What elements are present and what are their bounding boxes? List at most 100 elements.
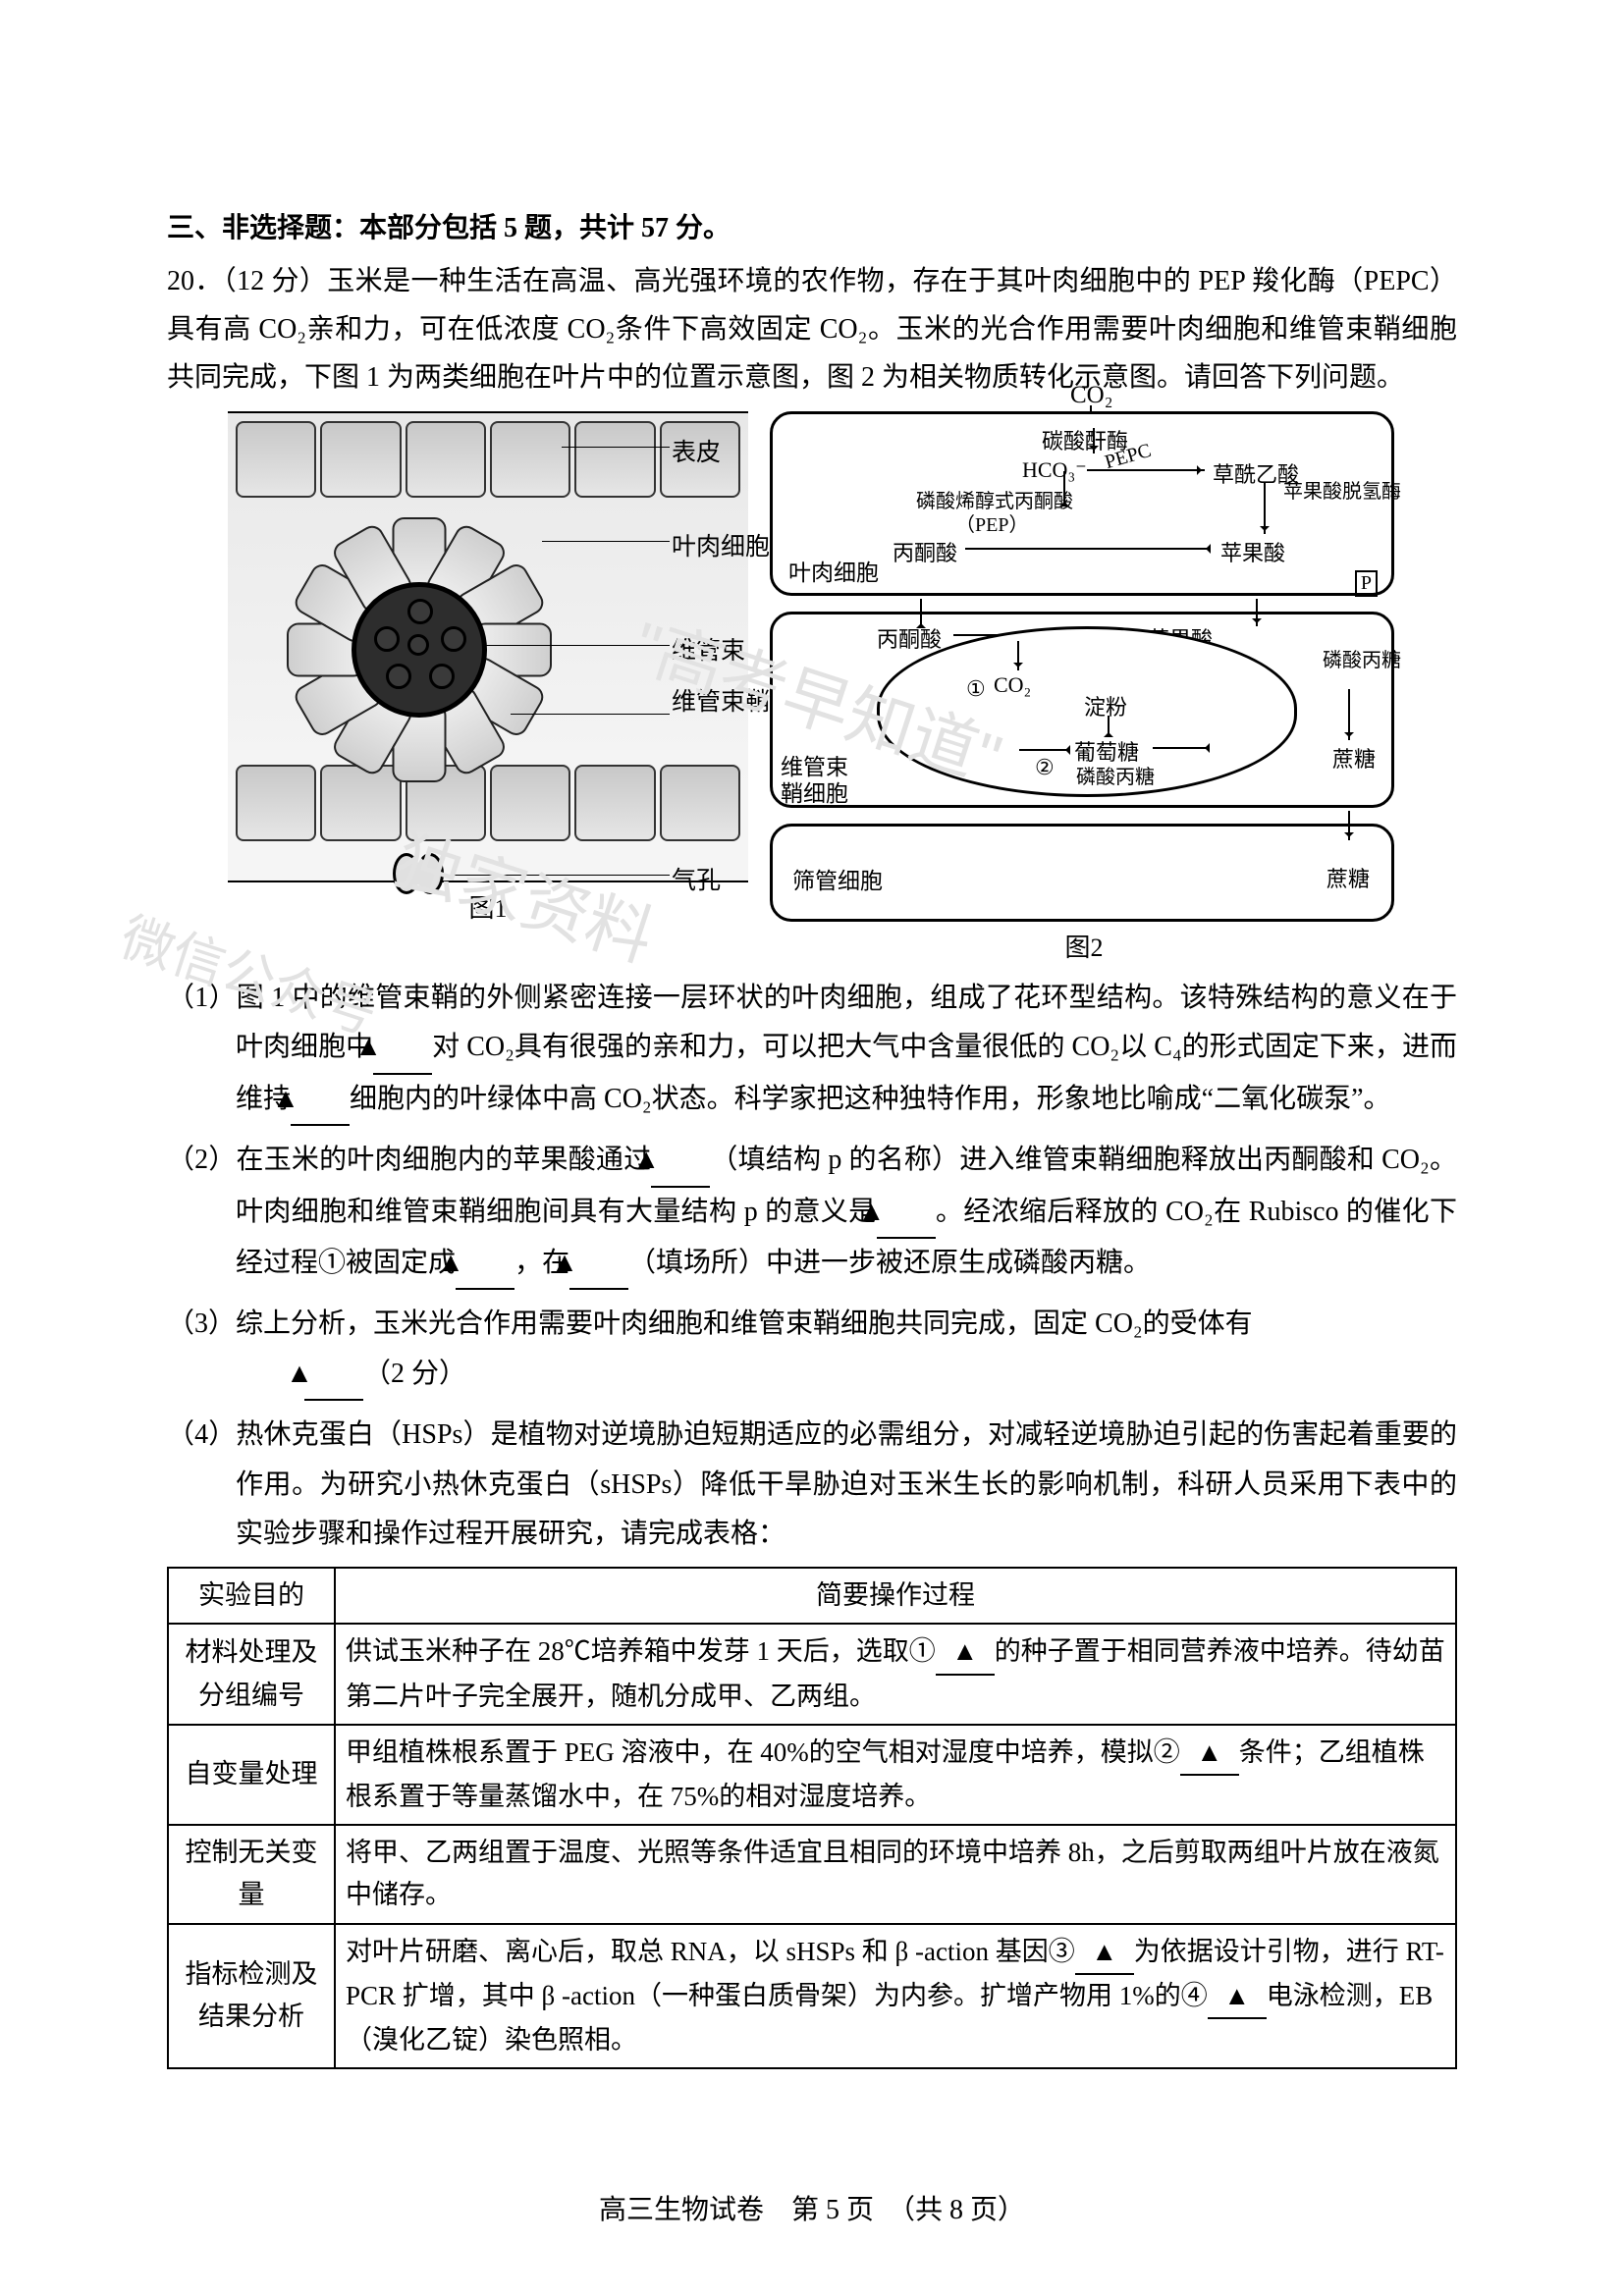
fig2-node-pyruvate-b1: 丙酮酸 — [893, 536, 957, 567]
sub-question-2: （2）在玉米的叶肉细胞内的苹果酸通过▲（填结构 p 的名称）进入维管束鞘细胞释放… — [167, 1136, 1457, 1290]
blank-marker: ▲ — [1075, 1931, 1134, 1975]
subq4-label: （4） — [167, 1419, 236, 1450]
subq2-text5: 中进一步被还原生成磷酸丙糖。 — [766, 1248, 1151, 1278]
table-row: 材料处理及分组编号 供试玉米种子在 28℃培养箱中发芽 1 天后，选取①▲的种子… — [168, 1624, 1456, 1724]
fig2-arrow — [1264, 483, 1266, 534]
blank-marker: ▲ — [569, 1239, 628, 1290]
fig2-sheath-cell-label: 维管束鞘细胞 — [781, 755, 867, 807]
fig2-mesophyll-cell-label: 叶肉细胞 — [788, 554, 879, 587]
subq2-label: （2） — [167, 1145, 237, 1175]
subq4-text: 热休克蛋白（HSPs）是植物对逆境胁迫短期适应的必需组分，对减轻逆境胁迫引起的伤… — [236, 1419, 1457, 1549]
table-header-row: 实验目的 简要操作过程 — [168, 1568, 1456, 1624]
fig2-sheath-box: 丙酮酸 苹果酸 CO₂ ① 淀粉 葡萄糖 ② 磷酸丙糖 — [770, 612, 1394, 808]
fig2-node-ribp: 磷酸丙糖 — [1323, 650, 1376, 672]
table-row2-label: 自变量处理 — [168, 1725, 335, 1825]
fig2-arrow — [1348, 811, 1350, 840]
fig2-node-co2: CO₂ — [994, 672, 1031, 698]
table-header-col1: 实验目的 — [168, 1568, 335, 1624]
fig2-arrow — [1063, 471, 1065, 505]
fig2-mesophyll-box: 碳酸酐酶 HCO₃⁻ PEPC 草酰乙酸 磷酸烯醇式丙酮酸 （PEP） 苹果酸脱… — [770, 411, 1394, 596]
fig1-lead-line — [562, 447, 670, 448]
figure-2-caption: 图2 — [770, 928, 1398, 964]
blank-marker: ▲ — [936, 1630, 995, 1675]
figure-2: CO₂ 碳酸酐酶 HCO₃⁻ PEPC 草酰乙酸 磷酸烯醇式丙酮酸 （PEP） … — [770, 411, 1398, 922]
fig2-chloroplast: CO₂ ① 淀粉 葡萄糖 ② 磷酸丙糖 — [877, 626, 1297, 797]
section-header: 三、非选择题：本部分包括 5 题，共计 57 分。 — [167, 206, 1457, 245]
sub-question-4: （4）热休克蛋白（HSPs）是植物对逆境胁迫短期适应的必需组分，对减轻逆境胁迫引… — [167, 1411, 1457, 1559]
fig2-node-sucrose1: 蔗糖 — [1332, 742, 1376, 774]
fig1-lower-cells — [236, 765, 740, 841]
fig2-node-malate: 苹果酸 — [1220, 536, 1285, 567]
fig2-node-malate-dh: 苹果酸脱氢酶 — [1283, 481, 1372, 504]
subq2-text1: 在玉米的叶肉细胞内的苹果酸通过 — [237, 1145, 652, 1175]
subq3-suffix: （2 分） — [363, 1359, 466, 1389]
fig2-node-hco3: HCO₃⁻ — [1022, 457, 1087, 483]
figure-area: 表皮 叶肉细胞 维管束 维管束鞘细胞 气孔 图1 CO₂ 碳酸酐酶 — [228, 411, 1457, 964]
blank-marker: ▲ — [373, 1023, 432, 1074]
fig2-node-sucrose-out: 蔗糖 — [1326, 862, 1370, 893]
fig2-arrow — [1348, 689, 1350, 740]
question-points: （12 分） — [223, 266, 328, 296]
fig2-circle-2: ② — [1035, 755, 1055, 780]
fig1-label-mesophyll: 叶肉细胞 — [672, 527, 770, 562]
blank-marker: ▲ — [291, 1075, 350, 1126]
subq3-label: （3） — [167, 1308, 236, 1339]
fig2-circle-1: ① — [966, 676, 986, 702]
subq2-paren2: （填场所） — [628, 1248, 766, 1278]
subq2-paren1: （填结构 p 的名称） — [710, 1145, 959, 1175]
subq3-text1: 综上分析，玉米光合作用需要叶肉细胞和维管束鞘细胞共同完成，固定 CO₂的受体有 — [236, 1308, 1253, 1339]
experiment-table: 实验目的 简要操作过程 材料处理及分组编号 供试玉米种子在 28℃培养箱中发芽 … — [167, 1567, 1457, 2069]
blank-marker: ▲ — [877, 1188, 936, 1239]
table-row1-content: 供试玉米种子在 28℃培养箱中发芽 1 天后，选取①▲的种子置于相同营养液中培养… — [335, 1624, 1456, 1724]
fig1-lead-line — [446, 875, 670, 876]
page-footer: 高三生物试卷 第 5 页 （共 8 页） — [0, 2188, 1624, 2227]
fig2-arrow — [1019, 749, 1068, 751]
table-row: 控制无关变量 将甲、乙两组置于温度、光照等条件适宜且相同的环境中培养 8h，之后… — [168, 1825, 1456, 1923]
question-20-intro: 20．（12 分）玉米是一种生活在高温、高光强环境的农作物，存在于其叶肉细胞中的… — [167, 257, 1457, 401]
fig2-arrow — [1017, 641, 1019, 670]
fig2-p-marker: P — [1355, 570, 1378, 597]
fig2-arrow — [1093, 428, 1095, 454]
question-number: 20． — [167, 266, 223, 296]
table-row3-label: 控制无关变量 — [168, 1825, 335, 1923]
fig1-stoma — [393, 853, 444, 890]
table-row4-label: 指标检测及结果分析 — [168, 1924, 335, 2069]
table-header-col2: 简要操作过程 — [335, 1568, 1456, 1624]
fig2-arrow — [1256, 599, 1258, 626]
blank-marker: ▲ — [456, 1239, 514, 1290]
fig1-lead-line — [485, 645, 670, 646]
fig1-upper-cells — [236, 421, 740, 498]
fig2-node-pep-short: （PEP） — [955, 508, 1028, 537]
blank-marker: ▲ — [304, 1350, 363, 1401]
fig2-arrow — [1087, 469, 1205, 471]
table-row3-content: 将甲、乙两组置于温度、光照等条件适宜且相同的环境中培养 8h，之后剪取两组叶片放… — [335, 1825, 1456, 1923]
sub-question-3: （3）综上分析，玉米光合作用需要叶肉细胞和维管束鞘细胞共同完成，固定 CO₂的受… — [167, 1300, 1457, 1401]
table-row4-content: 对叶片研磨、离心后，取总 RNA，以 sHSPs 和 β -action 基因③… — [335, 1924, 1456, 2069]
table-row1-label: 材料处理及分组编号 — [168, 1624, 335, 1724]
table-row: 指标检测及结果分析 对叶片研磨、离心后，取总 RNA，以 sHSPs 和 β -… — [168, 1924, 1456, 2069]
fig2-arrow — [965, 548, 1209, 550]
fig2-node-triose-p: 磷酸丙糖 — [1076, 761, 1155, 789]
table-row2-content: 甲组植株根系置于 PEG 溶液中，在 40%的空气相对湿度中培养，模拟②▲条件；… — [335, 1725, 1456, 1825]
blank-marker: ▲ — [651, 1136, 710, 1187]
figure-1: 表皮 叶肉细胞 维管束 维管束鞘细胞 气孔 — [228, 411, 748, 882]
fig1-label-stomata: 气孔 — [672, 861, 721, 896]
fig1-lead-line — [511, 714, 670, 715]
fig2-arrow — [1108, 716, 1110, 735]
page-container: 三、非选择题：本部分包括 5 题，共计 57 分。 20．（12 分）玉米是一种… — [0, 0, 1624, 2128]
blank-marker: ▲ — [1208, 1975, 1267, 2019]
sub-question-1: （1）图 1 中的维管束鞘的外侧紧密连接一层环状的叶肉细胞，组成了花环型结构。该… — [167, 974, 1457, 1126]
fig1-label-epidermis: 表皮 — [672, 433, 721, 468]
subq1-label: （1） — [167, 983, 237, 1013]
question-intro-text: 玉米是一种生活在高温、高光强环境的农作物，存在于其叶肉细胞中的 PEP 羧化酶（… — [167, 266, 1457, 393]
fig1-lead-line — [542, 541, 670, 542]
fig1-label-vascular-bundle: 维管束 — [672, 631, 745, 667]
figure-1-caption: 图1 — [228, 888, 748, 925]
fig2-sieve-box: 筛管细胞 蔗糖 — [770, 824, 1394, 922]
figure-1-wrap: 表皮 叶肉细胞 维管束 维管束鞘细胞 气孔 图1 — [228, 411, 748, 925]
fig2-node-pyruvate: 丙酮酸 — [877, 622, 942, 654]
fig2-arrow — [1153, 747, 1208, 749]
blank-marker: ▲ — [1180, 1732, 1239, 1776]
figure-2-wrap: CO₂ 碳酸酐酶 HCO₃⁻ PEPC 草酰乙酸 磷酸烯醇式丙酮酸 （PEP） … — [770, 411, 1398, 964]
table-row: 自变量处理 甲组植株根系置于 PEG 溶液中，在 40%的空气相对湿度中培养，模… — [168, 1725, 1456, 1825]
